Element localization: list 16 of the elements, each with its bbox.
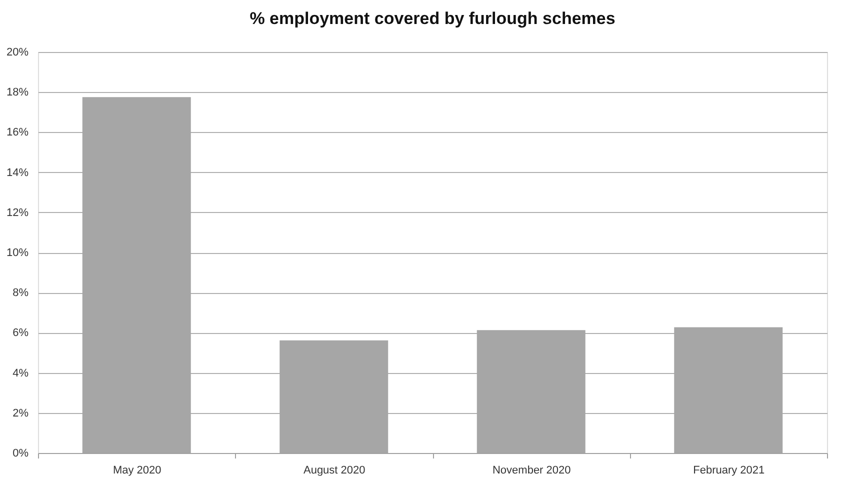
y-tick-label: 10% xyxy=(6,247,29,259)
y-tick-label: 4% xyxy=(12,367,29,380)
y-tick-label: 14% xyxy=(6,166,29,179)
y-tick-label: 8% xyxy=(12,287,29,300)
y-tick-label: 16% xyxy=(6,126,29,139)
y-tick-label: 18% xyxy=(6,86,29,99)
y-tick-label: 6% xyxy=(12,327,29,340)
x-tick-label: August 2020 xyxy=(303,464,366,476)
y-tick-label: 0% xyxy=(12,448,29,460)
y-tick-label: 12% xyxy=(6,206,29,219)
x-tick-label: November 2020 xyxy=(492,464,571,476)
x-tick-label: May 2020 xyxy=(112,464,162,476)
x-tick-label: February 2021 xyxy=(693,464,765,476)
y-tick-label: 20% xyxy=(6,46,29,58)
y-tick-label: 2% xyxy=(12,407,29,420)
chart-title: % employment covered by furlough schemes xyxy=(250,9,616,28)
